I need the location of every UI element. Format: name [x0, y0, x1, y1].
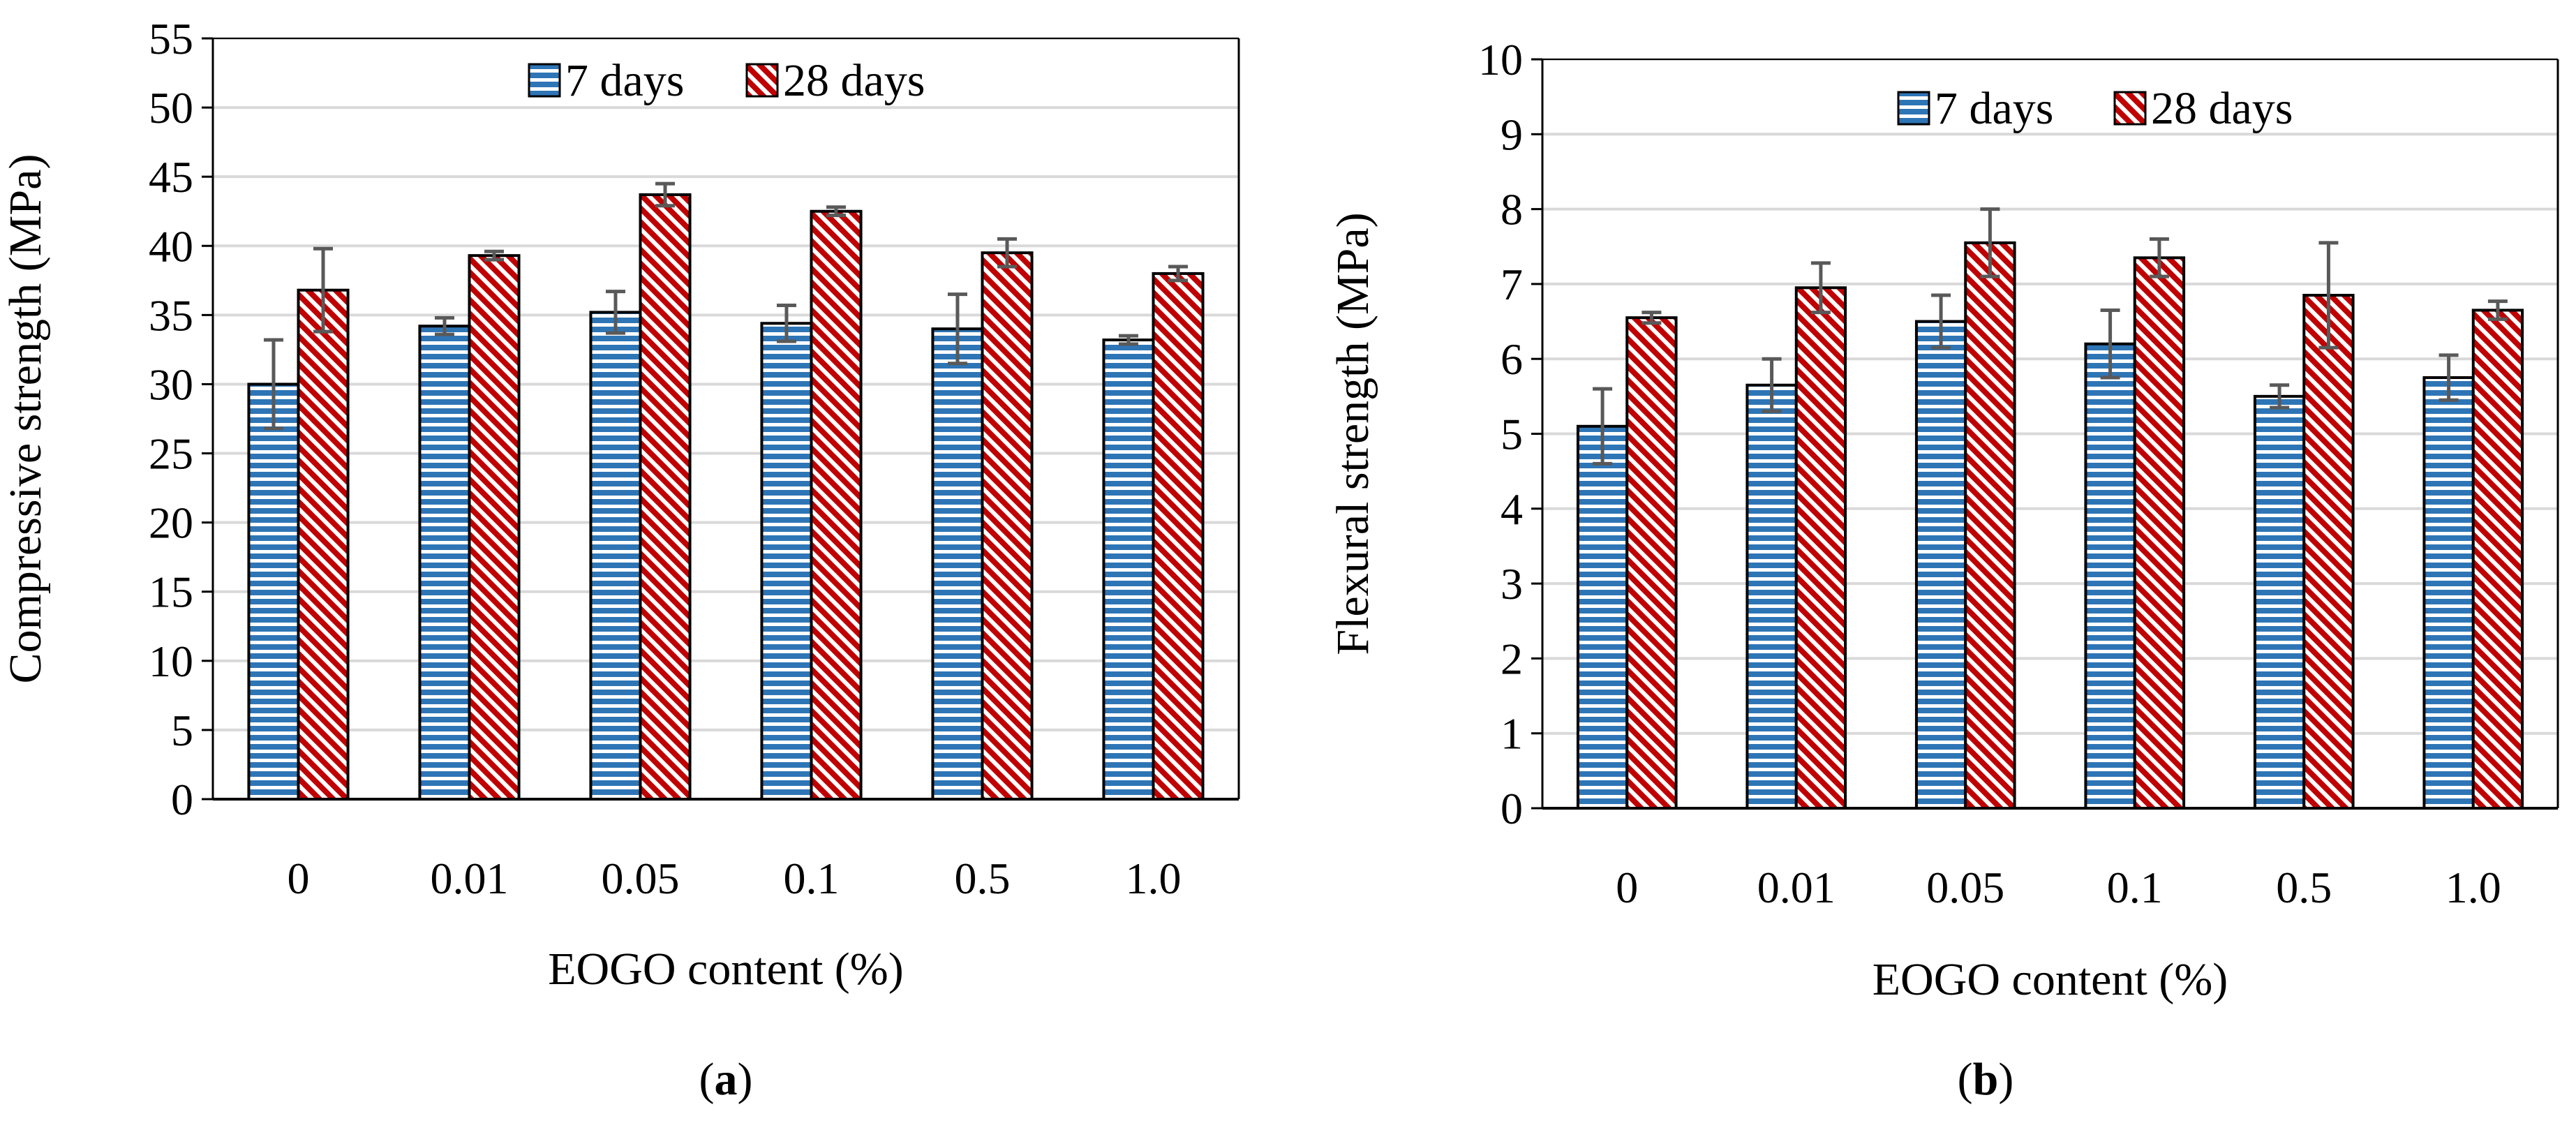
y-tick-label: 6 [1501, 334, 1523, 384]
y-tick-label: 2 [1501, 634, 1523, 683]
x-tick-label: 0.5 [955, 854, 1011, 903]
bar-28-days [639, 193, 692, 801]
legend-label-28-days: 28 days [2151, 83, 2293, 134]
y-tick-label: 0 [1501, 784, 1523, 833]
y-axis-label: Compressive strength (MPa) [0, 154, 51, 684]
y-tick-label: 30 [149, 359, 193, 409]
bar-28-days [1152, 272, 1205, 801]
y-tick-label: 1 [1501, 709, 1523, 759]
y-tick-label: 10 [1478, 35, 1523, 84]
bar-7-days [760, 322, 813, 801]
bar-7-days [1745, 383, 1798, 810]
bar-28-days [468, 254, 521, 801]
x-tick-label: 0.5 [2276, 863, 2332, 912]
x-tick-label: 1.0 [2445, 863, 2501, 912]
y-tick-label: 25 [149, 429, 193, 479]
bar-7-days [418, 325, 471, 801]
x-tick-label: 0.01 [1757, 863, 1836, 912]
bar-7-days [1102, 339, 1155, 801]
bar-28-days [981, 251, 1034, 801]
x-axis-label: EOGO content (%) [1873, 954, 2228, 1005]
panel-a-compressive-strength: 0 5 10 15 20 25 30 35 40 45 50 55 0 0.01 0.05 0.1 0.5 1.0… [0, 14, 1240, 1105]
y-tick-label: 9 [1501, 110, 1523, 159]
y-tick-label: 50 [149, 83, 193, 133]
y-tick-label: 5 [171, 706, 193, 755]
bar-7-days [2422, 376, 2475, 810]
bar-28-days [1794, 286, 1847, 810]
y-tick-label: 20 [149, 498, 193, 548]
y-tick-label: 15 [149, 567, 193, 617]
y-tick-label: 10 [149, 637, 193, 686]
bar-7-days [247, 382, 300, 801]
bar-28-days [2302, 293, 2355, 810]
bar-28-days [2471, 308, 2524, 810]
y-tick-label: 4 [1501, 484, 1523, 534]
y-tick-label: 35 [149, 290, 193, 340]
bar-28-days [1625, 316, 1678, 810]
legend-swatch-28-days [745, 63, 779, 98]
legend-swatch-7-days [528, 63, 561, 98]
legend-swatch-28-days [2113, 91, 2147, 126]
panel-b-flexural-strength: 0 1 2 3 4 5 6 7 8 9 10 0 0.01 0.05 0.1 0.5 1.0 7 days 28 d… [1327, 35, 2559, 1105]
legend-label-7-days: 7 days [1935, 83, 2053, 134]
x-tick-label: 0 [1616, 863, 1638, 912]
x-tick-label: 0.05 [1926, 863, 2004, 912]
legend-swatch-7-days [1897, 91, 1930, 126]
bar-7-days [2253, 394, 2306, 810]
y-tick-label: 3 [1501, 559, 1523, 609]
bar-7-days [1576, 424, 1629, 810]
y-tick-label: 0 [171, 775, 193, 824]
x-tick-label: 1.0 [1126, 854, 1182, 903]
x-tick-label: 0.1 [784, 854, 840, 903]
x-tick-label: 0.1 [2107, 863, 2163, 912]
bar-28-days [2133, 256, 2186, 810]
panel-label: (b) [1958, 1054, 2014, 1105]
bar-28-days [1964, 241, 2016, 810]
legend-label-28-days: 28 days [783, 55, 925, 106]
y-tick-label: 45 [149, 152, 193, 202]
bar-7-days [1914, 320, 1967, 810]
y-tick-label: 5 [1501, 410, 1523, 459]
y-tick-label: 40 [149, 221, 193, 271]
legend-label-7-days: 7 days [565, 55, 684, 106]
bar-7-days [931, 327, 984, 801]
x-tick-label: 0.01 [431, 854, 509, 903]
bar-28-days [810, 209, 863, 801]
y-axis-label: Flexural strength (MPa) [1327, 212, 1378, 655]
bar-7-days [589, 311, 642, 801]
y-tick-label: 7 [1501, 260, 1523, 309]
x-axis-label: EOGO content (%) [548, 944, 904, 995]
x-tick-label: 0 [288, 854, 310, 903]
bar-7-days [2084, 342, 2136, 810]
bar-28-days [297, 288, 350, 801]
y-tick-label: 55 [149, 14, 193, 64]
panel-label: (a) [699, 1054, 753, 1105]
x-tick-label: 0.05 [602, 854, 680, 903]
y-tick-label: 8 [1501, 185, 1523, 235]
